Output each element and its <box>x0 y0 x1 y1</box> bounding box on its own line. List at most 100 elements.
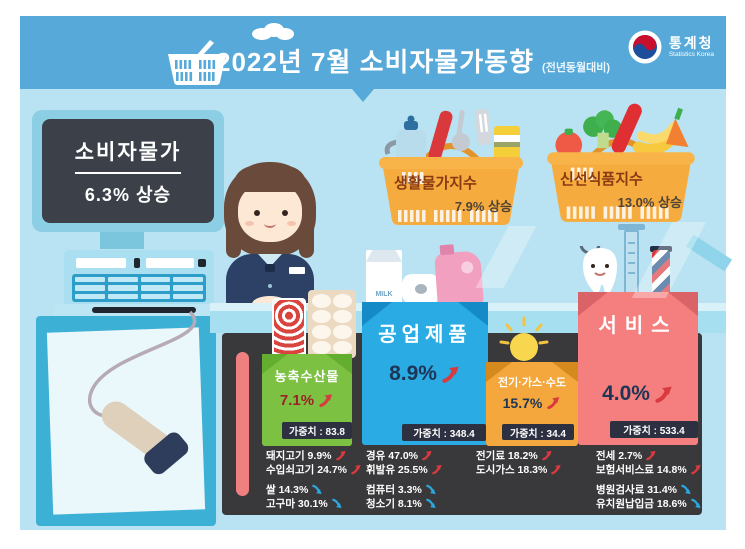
detail-item: 수입쇠고기 24.7% <box>266 463 347 476</box>
bag-industrial: 공업제품 8.9% <box>362 302 488 445</box>
weight-badge: 가중치 : 34.4 <box>502 424 574 440</box>
section-percent: 7.1% <box>279 392 315 409</box>
down-arrow-icon <box>681 484 691 494</box>
basket-icon <box>168 40 226 86</box>
barber-pole-icon <box>652 250 670 302</box>
section-name: 농축수산물 <box>274 369 340 384</box>
up-arrow-icon <box>551 464 561 474</box>
toilet-paper-icon <box>402 274 440 304</box>
detail-item: 컴퓨터 3.3% <box>366 483 422 496</box>
up-arrow-icon <box>335 450 346 460</box>
page-subtitle: (전년동월대비) <box>542 62 611 74</box>
detail-item: 병원검사료 31.4% <box>596 483 677 496</box>
up-arrow-icon <box>431 464 442 474</box>
up-arrow-icon <box>547 397 560 410</box>
tooth-character-icon <box>579 246 617 295</box>
accent-bar <box>236 352 249 496</box>
up-arrow-icon <box>655 386 672 403</box>
cpi-label: 소비자물가 <box>74 136 182 174</box>
button <box>268 284 272 288</box>
cashier-bangs <box>233 166 307 192</box>
barcode-scanner-icon <box>88 310 197 475</box>
cpi-monitor: 소비자물가 6.3% 상승 <box>32 110 224 232</box>
header-banner: 2022년 7월 소비자물가동향 (전년동월대비) 통계청 Statistics… <box>20 16 726 89</box>
fresh-index-label: 신선식품지수 <box>560 171 643 188</box>
detail-col-industrial: 경유 47.0% 휘발유 25.5% 컴퓨터 3.3% 청소기 8.1% <box>366 448 443 510</box>
up-arrow-icon <box>646 450 656 460</box>
detail-item: 유치원납입금 18.6% <box>596 497 687 510</box>
detail-item: 고구마 30.1% <box>266 497 328 510</box>
eye-right <box>282 210 288 216</box>
detail-item: 휘발유 25.5% <box>366 463 428 476</box>
barber-pole-cap <box>650 246 672 252</box>
eye-left <box>254 210 260 216</box>
register-slot <box>92 307 196 313</box>
cpi-value: 6.3% 상승 <box>84 184 172 205</box>
up-arrow-icon <box>319 394 333 408</box>
agency-logo: 통계청 Statistics Korea <box>628 30 714 64</box>
living-index-value: 7.9% 상승 <box>454 199 512 214</box>
ribbon <box>265 264 275 272</box>
detail-item: 전기료 18.2% <box>476 449 538 462</box>
down-arrow-icon <box>312 484 322 494</box>
monitor-screen: 소비자물가 6.3% 상승 <box>42 119 214 223</box>
detail-col-services: 전세 2.7% 보험서비스료 14.8% 병원검사료 31.4% 유치원납입금 … <box>596 448 702 510</box>
blush-left <box>245 221 254 226</box>
kitchen-items <box>384 108 520 162</box>
up-arrow-icon <box>422 450 432 460</box>
detail-col-utilities: 전기료 18.2% 도시가스 18.3% <box>476 448 562 476</box>
detail-item: 경유 47.0% <box>366 449 419 462</box>
living-index-basket-icon <box>379 108 523 226</box>
taegeuk-icon <box>628 30 662 64</box>
detail-col-agriculture: 돼지고기 9.9% 수입쇠고기 24.7% 쌀 14.3% 고구마 30.1% <box>266 448 362 510</box>
up-arrow-icon <box>541 450 552 460</box>
milk-label: MILK <box>375 291 393 298</box>
egg-carton-icon <box>308 290 356 358</box>
up-arrow-icon <box>351 464 361 474</box>
up-arrow-icon <box>442 366 459 383</box>
detail-item: 쌀 14.3% <box>266 483 309 496</box>
weight-badge: 가중치 : 83.8 <box>282 422 352 439</box>
name-tag <box>289 267 305 274</box>
syringe-icon <box>624 230 639 294</box>
down-arrow-icon <box>426 484 436 494</box>
down-arrow-icon <box>331 498 342 508</box>
cloud-icon <box>252 23 294 40</box>
fresh-index-basket-icon <box>547 103 695 222</box>
cash-register <box>64 250 214 306</box>
up-arrow-icon <box>690 464 701 474</box>
register-keypad <box>72 274 206 302</box>
hair-lock-right <box>299 206 314 258</box>
section-name: 전기·가스·수도 <box>497 377 567 389</box>
detergent-bottle-icon <box>434 244 484 308</box>
living-index-label: 생활물가지수 <box>394 175 477 192</box>
header-tail-pointer <box>352 89 374 102</box>
syringe-plunger <box>618 224 645 230</box>
down-arrow-icon <box>690 498 701 508</box>
bag-services: 서비스 4.0% <box>578 292 698 445</box>
meat-pack-icon <box>272 298 306 358</box>
weight-badge: 가중치 : 533.4 <box>610 421 698 438</box>
section-percent: 8.9% <box>389 362 437 385</box>
section-name: 공업제품 <box>378 324 472 346</box>
agency-name-en: Statistics Korea <box>668 51 714 59</box>
detail-item: 도시가스 18.3% <box>476 463 548 476</box>
blush-right <box>287 221 296 226</box>
down-arrow-icon <box>426 498 436 508</box>
milk-carton-icon: MILK <box>366 250 402 306</box>
section-percent: 15.7% <box>502 395 543 411</box>
produce-items <box>555 103 689 159</box>
detail-item: 전세 2.7% <box>596 449 643 462</box>
detail-item: 청소기 8.1% <box>366 497 422 510</box>
fresh-index-value: 13.0% 상승 <box>617 195 682 210</box>
section-percent: 4.0% <box>602 382 650 405</box>
agency-name: 통계청 <box>668 34 714 51</box>
mouth <box>264 219 276 228</box>
page-title: 2022년 7월 소비자물가동향 <box>216 47 535 77</box>
hair-lock-left <box>226 206 241 258</box>
monitor-stand <box>100 231 144 249</box>
weight-badge: 가중치 : 348.4 <box>402 424 486 441</box>
detail-item: 보험서비스료 14.8% <box>596 463 687 476</box>
cashier-face <box>238 182 302 242</box>
